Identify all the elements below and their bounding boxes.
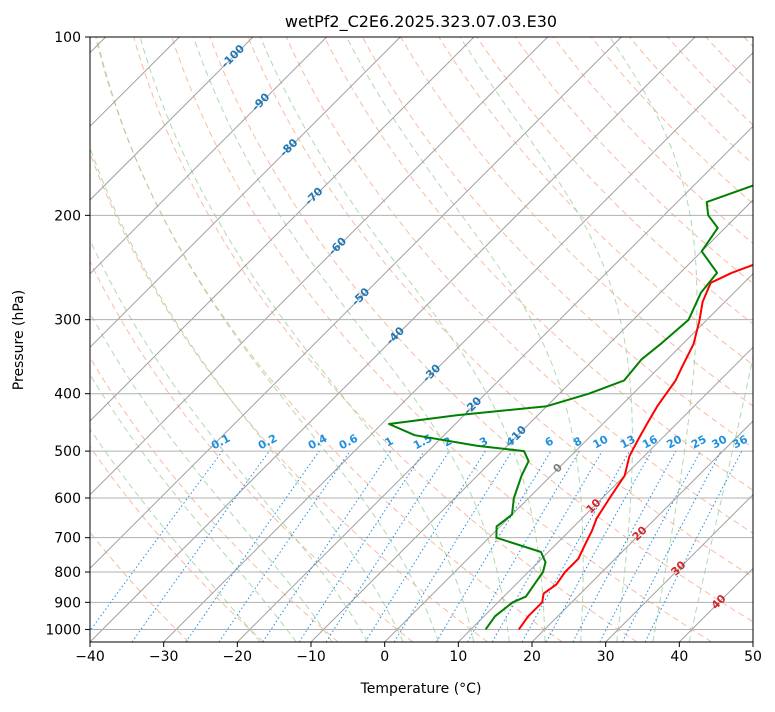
- dry-adiabat: [553, 37, 775, 642]
- x-tick-label: −10: [296, 649, 326, 665]
- moist-adiabat: [140, 37, 474, 642]
- mixing-ratio-line: [546, 451, 651, 642]
- y-tick-label: 400: [54, 387, 81, 403]
- x-tick-label: 30: [597, 649, 615, 665]
- dry-adiabat: [439, 37, 775, 642]
- isotherm: [164, 37, 769, 642]
- isotherm: [0, 37, 327, 642]
- y-tick-label: 900: [54, 595, 81, 611]
- isotherm: [532, 37, 775, 642]
- mixing-ratio-label: 8: [571, 434, 584, 449]
- mixing-ratio-label: 10: [591, 433, 611, 452]
- mixing-ratio-line: [326, 451, 449, 642]
- x-axis-label: Temperature (°C): [360, 681, 482, 697]
- dry-adiabat: [0, 37, 338, 642]
- y-tick-label: 600: [54, 491, 81, 507]
- moist-adiabat: [60, 37, 403, 642]
- moist-adiabat: [1, 37, 332, 642]
- moist-adiabat: [28, 37, 367, 642]
- dry-adiabat: [0, 37, 264, 642]
- mixing-ratio-line: [365, 451, 485, 642]
- mixing-ratio-label: 1: [383, 434, 396, 449]
- mixing-ratio-label: 0.1: [209, 432, 232, 453]
- mixing-ratio-line: [219, 451, 350, 642]
- isotherm: [458, 37, 775, 642]
- mixing-ratio-line: [82, 451, 223, 642]
- isotherm: [0, 37, 474, 642]
- dry-adiabat: [0, 37, 189, 642]
- isotherm: [0, 37, 400, 642]
- mixing-ratio-label: 0.4: [306, 432, 330, 453]
- dry-adiabat: [96, 37, 563, 642]
- moist-adiabat: [260, 37, 545, 642]
- mixing-ratio-label: 25: [689, 433, 709, 452]
- dewpoint-profile-line: [389, 37, 775, 629]
- mixing-ratio-label: 16: [640, 433, 660, 452]
- mixing-ratio-line: [573, 451, 676, 642]
- mixing-ratio-line: [299, 451, 424, 642]
- isotherm: [0, 37, 253, 642]
- mixing-ratio-label: 20: [664, 433, 684, 452]
- y-tick-label: 500: [54, 444, 81, 460]
- dry-adiabat: [57, 37, 487, 642]
- isotherm: [311, 37, 775, 642]
- x-tick-label: 20: [523, 649, 541, 665]
- chart-title: wetPf2_C2E6.2025.323.07.03.E30: [285, 12, 557, 32]
- y-tick-label: 100: [54, 30, 81, 46]
- x-tick-label: −30: [149, 649, 179, 665]
- mixing-ratio-line: [522, 451, 629, 642]
- x-tick-label: 50: [744, 649, 762, 665]
- temperature-profile-line: [519, 37, 775, 629]
- isotherm: [753, 37, 775, 642]
- mixing-ratio-line: [600, 451, 701, 642]
- mixing-ratio-label: 36: [730, 433, 750, 452]
- plot-frame: [90, 37, 753, 642]
- y-axis-label: Pressure (hPa): [11, 290, 27, 390]
- y-tick-label: 300: [54, 313, 81, 329]
- mixing-ratio-label: 30: [710, 433, 730, 452]
- moist-adiabat: [689, 37, 775, 642]
- y-tick-label: 800: [54, 565, 81, 581]
- y-tick-label: 1000: [45, 622, 81, 638]
- mixing-ratio-line: [263, 451, 391, 642]
- dry-adiabat: [668, 37, 775, 642]
- dry-adiabat: [515, 37, 775, 642]
- dry-adiabat: [172, 37, 712, 642]
- isotherm: [385, 37, 775, 642]
- moist-adiabat: [460, 37, 632, 642]
- y-tick-label: 700: [54, 531, 81, 547]
- dry-adiabat: [744, 37, 775, 642]
- moist-adiabat: [0, 37, 260, 642]
- mixing-ratio-line: [436, 451, 551, 642]
- isotherm: [16, 37, 621, 642]
- mixing-ratio-label: 0.2: [256, 432, 279, 453]
- dry-adiabat: [591, 37, 775, 642]
- x-tick-label: −40: [75, 649, 105, 665]
- mixing-ratio-label: 13: [618, 433, 638, 452]
- x-tick-label: 10: [449, 649, 467, 665]
- mixing-ratio-label: 6: [543, 434, 556, 449]
- x-tick-label: −20: [223, 649, 253, 665]
- x-tick-label: 0: [380, 649, 389, 665]
- y-tick-label: 200: [54, 208, 81, 224]
- dry-adiabat: [19, 37, 413, 642]
- x-tick-label: 40: [670, 649, 688, 665]
- moist-adiabat: [347, 37, 584, 642]
- dry-adiabat: [706, 37, 775, 642]
